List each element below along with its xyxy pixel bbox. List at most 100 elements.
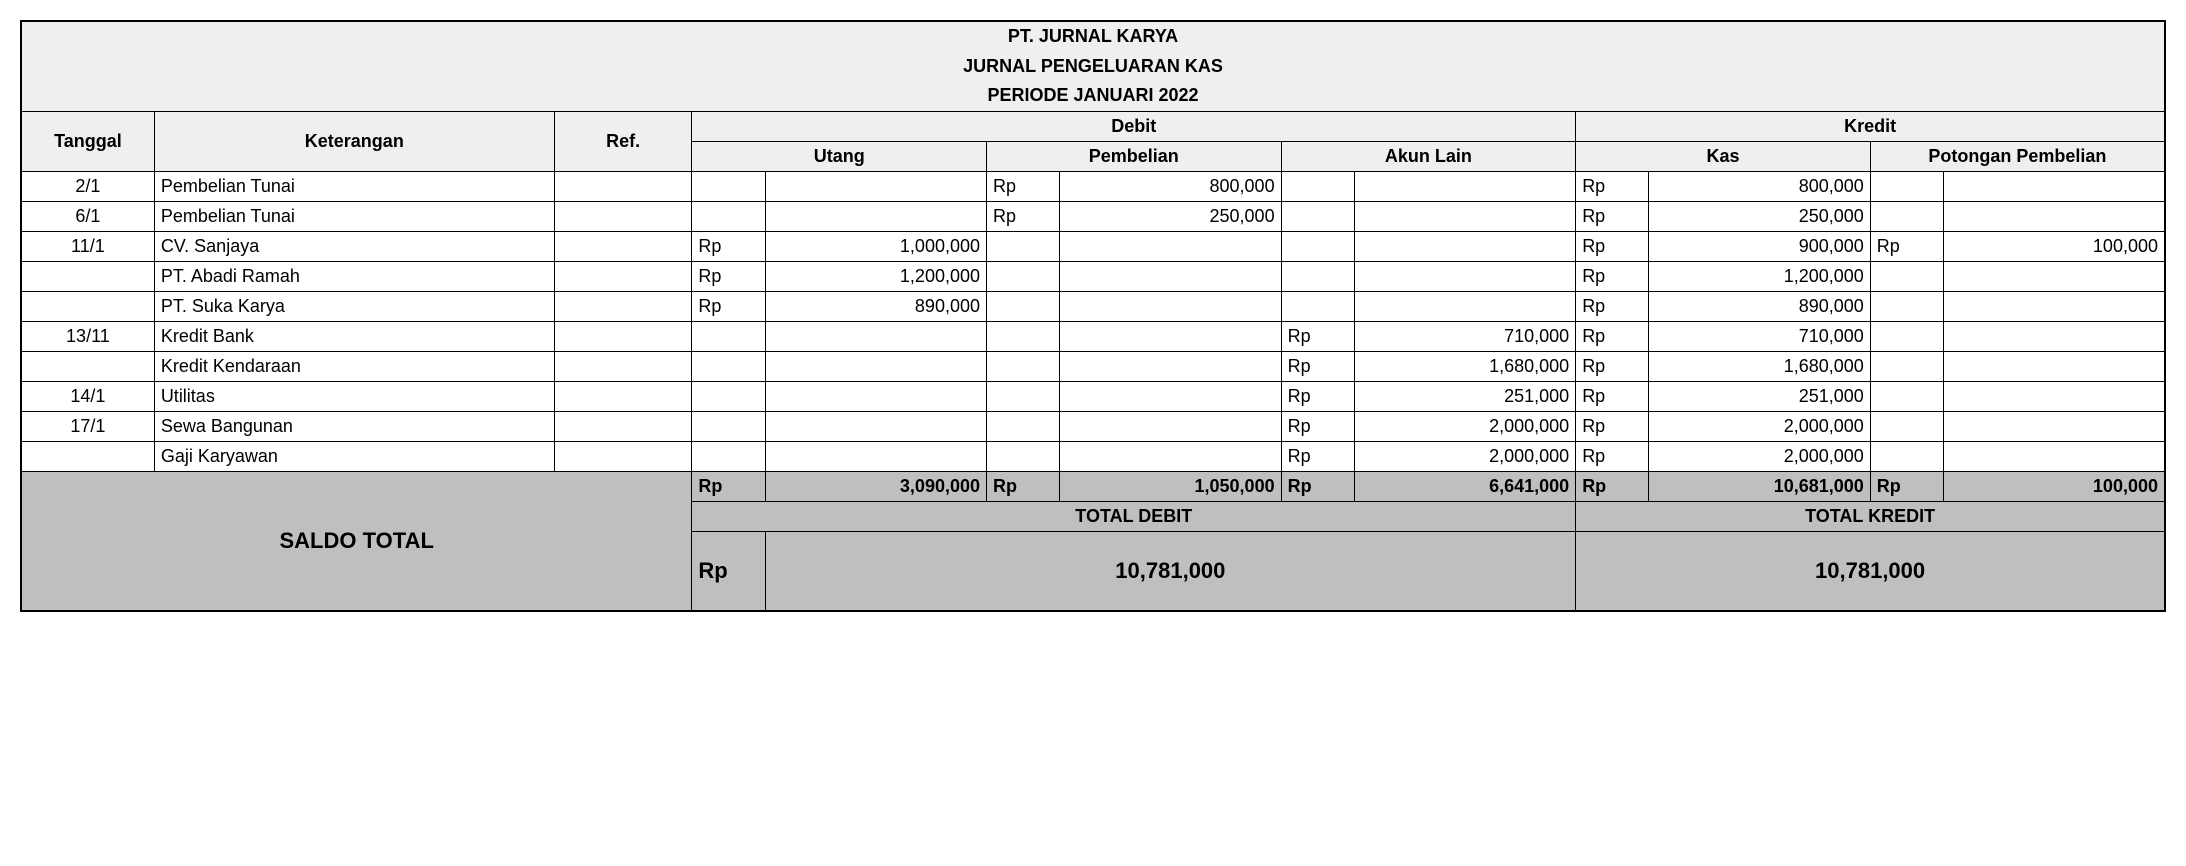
ref-cell xyxy=(554,261,692,291)
amount-cell xyxy=(1943,171,2165,201)
ref-cell xyxy=(554,291,692,321)
total-debit-value: 10,781,000 xyxy=(765,531,1576,611)
table-row: PT. Suka KaryaRp890,000Rp890,000 xyxy=(21,291,2165,321)
total-debit-label: TOTAL DEBIT xyxy=(692,501,1576,531)
currency-cell xyxy=(987,321,1060,351)
amount-cell xyxy=(1943,411,2165,441)
currency-cell: Rp xyxy=(1576,231,1649,261)
amount-cell xyxy=(1354,171,1575,201)
keterangan-cell: Kredit Kendaraan xyxy=(154,351,554,381)
ref-cell xyxy=(554,321,692,351)
currency-cell: Rp xyxy=(692,231,765,261)
col-utang: Utang xyxy=(692,141,987,171)
company-title: PT. JURNAL KARYA xyxy=(21,21,2165,51)
ref-cell xyxy=(554,231,692,261)
currency-cell xyxy=(987,441,1060,471)
amount-cell: 800,000 xyxy=(1060,171,1281,201)
currency-cell xyxy=(1281,291,1354,321)
amount-cell xyxy=(1943,321,2165,351)
table-row: Gaji KaryawanRp2,000,000Rp2,000,000 xyxy=(21,441,2165,471)
currency-cell xyxy=(1281,201,1354,231)
amount-cell xyxy=(1060,441,1281,471)
currency-cell xyxy=(692,321,765,351)
tanggal-cell: 14/1 xyxy=(21,381,154,411)
amount-cell xyxy=(1060,291,1281,321)
col-ref: Ref. xyxy=(554,111,692,171)
amount-cell xyxy=(765,411,986,441)
currency-cell: Rp xyxy=(1576,411,1649,441)
table-row: 17/1Sewa BangunanRp2,000,000Rp2,000,000 xyxy=(21,411,2165,441)
amount-cell: 890,000 xyxy=(1649,291,1870,321)
ref-cell xyxy=(554,201,692,231)
journal-table: PT. JURNAL KARYA JURNAL PENGELUARAN KAS … xyxy=(20,20,2166,612)
tanggal-cell: 11/1 xyxy=(21,231,154,261)
currency-cell: Rp xyxy=(1281,411,1354,441)
amount-cell xyxy=(1354,231,1575,261)
table-row: 14/1UtilitasRp251,000Rp251,000 xyxy=(21,381,2165,411)
keterangan-cell: PT. Abadi Ramah xyxy=(154,261,554,291)
currency-cell: Rp xyxy=(1576,261,1649,291)
table-row: 2/1Pembelian TunaiRp800,000Rp800,000 xyxy=(21,171,2165,201)
period-title: PERIODE JANUARI 2022 xyxy=(21,81,2165,111)
keterangan-cell: Kredit Bank xyxy=(154,321,554,351)
amount-cell xyxy=(1943,201,2165,231)
amount-cell xyxy=(1943,351,2165,381)
amount-cell: 1,200,000 xyxy=(1649,261,1870,291)
amount-cell xyxy=(1060,231,1281,261)
amount-cell: 2,000,000 xyxy=(1649,411,1870,441)
amount-cell xyxy=(1060,381,1281,411)
ref-cell xyxy=(554,381,692,411)
currency-cell: Rp xyxy=(1576,321,1649,351)
subtotal-kas: 10,681,000 xyxy=(1649,471,1870,501)
currency-cell: Rp xyxy=(692,291,765,321)
currency-cell xyxy=(1281,171,1354,201)
amount-cell xyxy=(765,381,986,411)
subtotal-utang-cur: Rp xyxy=(692,471,765,501)
currency-cell xyxy=(1870,171,1943,201)
amount-cell: 1,680,000 xyxy=(1354,351,1575,381)
subtotal-pembelian: 1,050,000 xyxy=(1060,471,1281,501)
table-row: 11/1CV. SanjayaRp1,000,000Rp900,000Rp100… xyxy=(21,231,2165,261)
currency-cell xyxy=(987,381,1060,411)
subtotal-kas-cur: Rp xyxy=(1576,471,1649,501)
tanggal-cell xyxy=(21,261,154,291)
amount-cell: 2,000,000 xyxy=(1649,441,1870,471)
currency-cell xyxy=(1870,381,1943,411)
currency-cell xyxy=(1870,261,1943,291)
currency-cell xyxy=(987,291,1060,321)
subtotal-potongan-cur: Rp xyxy=(1870,471,1943,501)
currency-cell: Rp xyxy=(1576,351,1649,381)
amount-cell xyxy=(1943,261,2165,291)
amount-cell: 2,000,000 xyxy=(1354,411,1575,441)
keterangan-cell: CV. Sanjaya xyxy=(154,231,554,261)
currency-cell: Rp xyxy=(1281,351,1354,381)
keterangan-cell: PT. Suka Karya xyxy=(154,291,554,321)
currency-cell: Rp xyxy=(1576,171,1649,201)
amount-cell xyxy=(1060,351,1281,381)
currency-cell xyxy=(1870,201,1943,231)
amount-cell: 1,000,000 xyxy=(765,231,986,261)
currency-cell: Rp xyxy=(1576,381,1649,411)
col-akun-lain: Akun Lain xyxy=(1281,141,1576,171)
currency-cell xyxy=(692,411,765,441)
amount-cell: 710,000 xyxy=(1354,321,1575,351)
keterangan-cell: Sewa Bangunan xyxy=(154,411,554,441)
keterangan-cell: Utilitas xyxy=(154,381,554,411)
currency-cell xyxy=(1870,321,1943,351)
col-potongan: Potongan Pembelian xyxy=(1870,141,2165,171)
currency-cell: Rp xyxy=(692,261,765,291)
currency-cell xyxy=(1870,291,1943,321)
col-kas: Kas xyxy=(1576,141,1871,171)
amount-cell xyxy=(1943,291,2165,321)
amount-cell: 250,000 xyxy=(1060,201,1281,231)
amount-cell xyxy=(1943,441,2165,471)
currency-cell: Rp xyxy=(1576,441,1649,471)
table-row: PT. Abadi RamahRp1,200,000Rp1,200,000 xyxy=(21,261,2165,291)
subtotal-akunlain-cur: Rp xyxy=(1281,471,1354,501)
tanggal-cell xyxy=(21,441,154,471)
ref-cell xyxy=(554,411,692,441)
journal-title: JURNAL PENGELUARAN KAS xyxy=(21,51,2165,81)
amount-cell xyxy=(1060,321,1281,351)
currency-cell xyxy=(1281,261,1354,291)
total-kredit-label: TOTAL KREDIT xyxy=(1576,501,2165,531)
